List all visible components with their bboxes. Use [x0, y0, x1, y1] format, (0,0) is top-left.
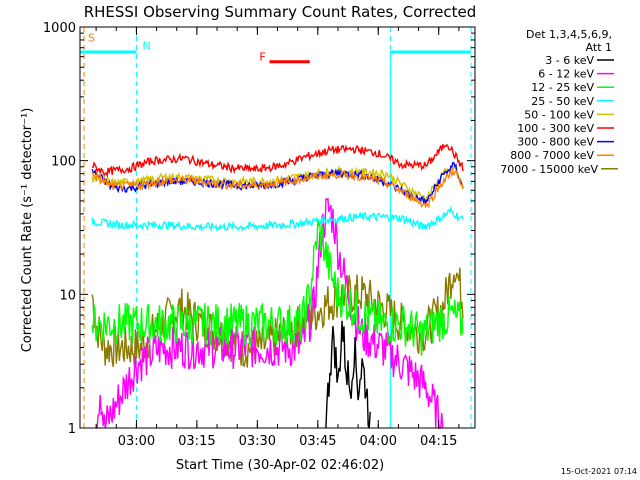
x-tick-label-04-00: 04:00 — [360, 434, 397, 449]
footer-timestamp: 15-Oct-2021 07:14 — [561, 467, 637, 476]
x-tick-label-03-30: 03:30 — [239, 434, 276, 449]
y-axis-label: Corrected Count Rate (s⁻¹ detector⁻¹) — [20, 108, 35, 353]
legend-header-0: Det 1,3,4,5,6,9, — [526, 28, 612, 41]
series-line-3-6-kev — [325, 320, 371, 429]
x-tick-label-04-15: 04:15 — [420, 434, 457, 449]
x-tick-label-03-00: 03:00 — [118, 434, 155, 449]
flag-label-s: S — [88, 31, 95, 44]
y-tick-label-100: 100 — [51, 155, 76, 170]
legend-label-800-7000-kev: 800 - 7000 keV — [510, 149, 594, 162]
legend-label-300-800-kev: 300 - 800 keV — [517, 136, 594, 149]
legend-header-1: Att 1 — [586, 41, 612, 54]
y-tick-label-1000: 1000 — [43, 21, 76, 36]
flag-label-n: N — [142, 39, 150, 52]
x-axis-label: Start Time (30-Apr-02 02:46:02) — [176, 458, 384, 473]
y-tick-label-10: 10 — [59, 288, 76, 303]
chart-title: RHESSI Observing Summary Count Rates, Co… — [84, 3, 477, 21]
legend-label-25-50-kev: 25 - 50 keV — [531, 95, 594, 108]
series-lines — [91, 143, 464, 429]
y-tick-label-1: 1 — [68, 422, 76, 437]
legend-label-7000-15000-kev: 7000 - 15000 keV — [500, 163, 598, 176]
y-axis: 1 10 100 1000 — [43, 21, 475, 437]
series-line-25-50-kev — [91, 205, 464, 233]
legend-label-50-100-kev: 50 - 100 keV — [524, 108, 594, 121]
legend-label-12-25-kev: 12 - 25 keV — [531, 81, 594, 94]
x-tick-label-03-45: 03:45 — [299, 434, 336, 449]
series-line-100-300-kev — [91, 143, 464, 179]
series-line-50-100-kev — [91, 164, 464, 204]
x-axis: 03:00 03:15 03:30 03:45 04:00 04:15 — [95, 27, 460, 449]
legend-label-6-12-kev: 6 - 12 keV — [538, 68, 594, 81]
x-tick-label-03-15: 03:15 — [178, 434, 215, 449]
flag-label-f: F — [259, 51, 265, 64]
legend-label-100-300-kev: 100 - 300 keV — [517, 122, 594, 135]
legend-label-3-6-kev: 3 - 6 keV — [545, 54, 594, 67]
series-line-12-25-kev — [91, 218, 464, 355]
series-line-800-7000-kev — [91, 169, 464, 209]
